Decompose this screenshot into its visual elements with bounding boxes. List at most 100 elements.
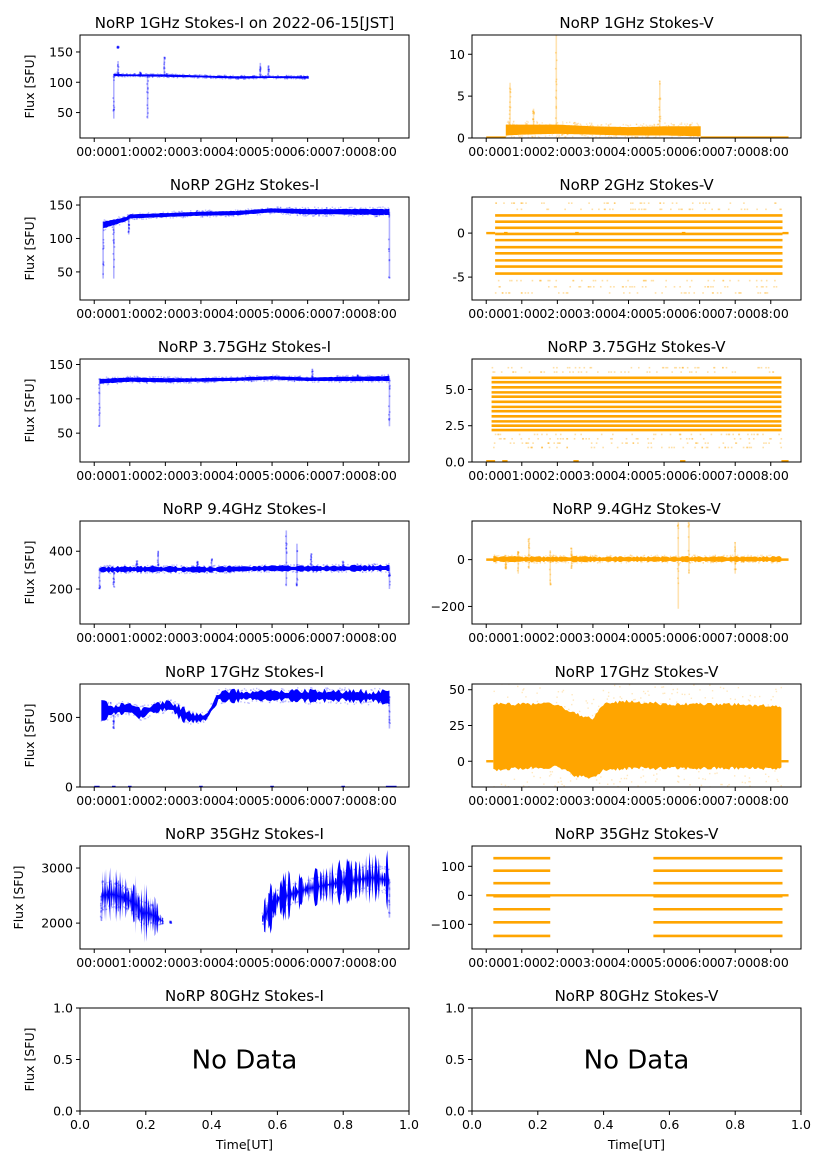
data-point [301,881,303,883]
data-point [194,74,196,76]
data-point [223,74,225,77]
data-point [125,73,128,75]
data-point [531,561,533,563]
data-point [176,74,179,76]
data-point [683,768,685,771]
data-point [381,374,383,377]
x-tick-label: 0.6 [267,1117,287,1132]
data-point [152,73,155,75]
data-point [768,554,770,557]
data-point [259,75,262,78]
data-point [269,380,272,382]
data-point [513,120,515,123]
data-point [192,565,194,567]
data-point [135,913,137,915]
data-point [122,377,125,379]
data-point [588,560,590,563]
data-point [611,437,613,440]
data-point [106,566,109,568]
data-point [205,381,207,383]
data-point [146,104,149,106]
data-point [128,218,131,221]
data-point [205,77,207,79]
data-point [211,570,213,573]
data-point [116,882,119,885]
data-point [98,569,101,571]
data-point [388,567,390,570]
data-point [326,894,328,896]
data-point [155,908,157,910]
data-point [201,711,203,714]
data-point [734,292,737,294]
data-point [566,121,568,124]
data-point [356,375,359,377]
data-point [630,208,632,211]
data-point [162,922,165,925]
data-point [739,437,742,440]
data-point [697,366,700,369]
data-point [657,123,660,125]
data-point [373,563,375,565]
data-point [548,554,551,556]
data-point [129,888,132,890]
axes-frame [471,358,802,463]
data-point [343,891,345,893]
data-point [667,125,670,127]
data-point [158,924,160,926]
data-point [497,433,499,436]
data-point [270,75,272,77]
data-point [98,587,101,589]
data-point [151,903,153,906]
data-point [573,555,575,558]
data-point [553,285,556,288]
data-point [381,867,383,870]
data-point [201,74,203,76]
data-point [167,76,169,79]
data-point [135,218,137,220]
data-point [343,214,346,216]
data-point [647,446,649,449]
data-point [102,881,104,883]
x-tick-label: 0.2 [136,1117,156,1132]
data-point [163,572,166,574]
data-point [376,215,378,218]
x-tick-label: 03:00 [575,793,611,808]
data-point [583,134,586,137]
data-point [197,561,199,563]
data-point [388,562,390,565]
data-point [524,292,527,294]
data-point [142,705,144,707]
data-point [190,376,192,378]
data-point [597,709,599,711]
data-point [503,437,505,440]
data-point [125,889,128,891]
data-point [377,888,380,890]
data-point [240,75,242,77]
data-point [697,123,699,126]
data-point [570,554,573,557]
data-point [115,905,117,908]
x-tick-label: 00:00 [76,793,112,808]
data-point [112,726,114,729]
data-point [565,292,568,294]
data-point [376,215,378,217]
data-point [263,922,266,925]
data-point [713,366,716,369]
data-point [193,77,195,79]
data-point [133,73,135,75]
data-point [180,376,182,379]
data-point [126,889,128,891]
data-point [106,881,108,884]
data-point [345,869,347,872]
data-point [124,221,126,223]
data-point [603,208,606,211]
data-point [344,701,346,704]
data-point [776,778,778,781]
data-point [255,379,257,381]
data-point [595,555,598,557]
data-point [290,379,292,382]
data-point [109,564,111,567]
data-point [312,373,314,375]
data-point [673,285,676,288]
data-point [285,552,288,555]
